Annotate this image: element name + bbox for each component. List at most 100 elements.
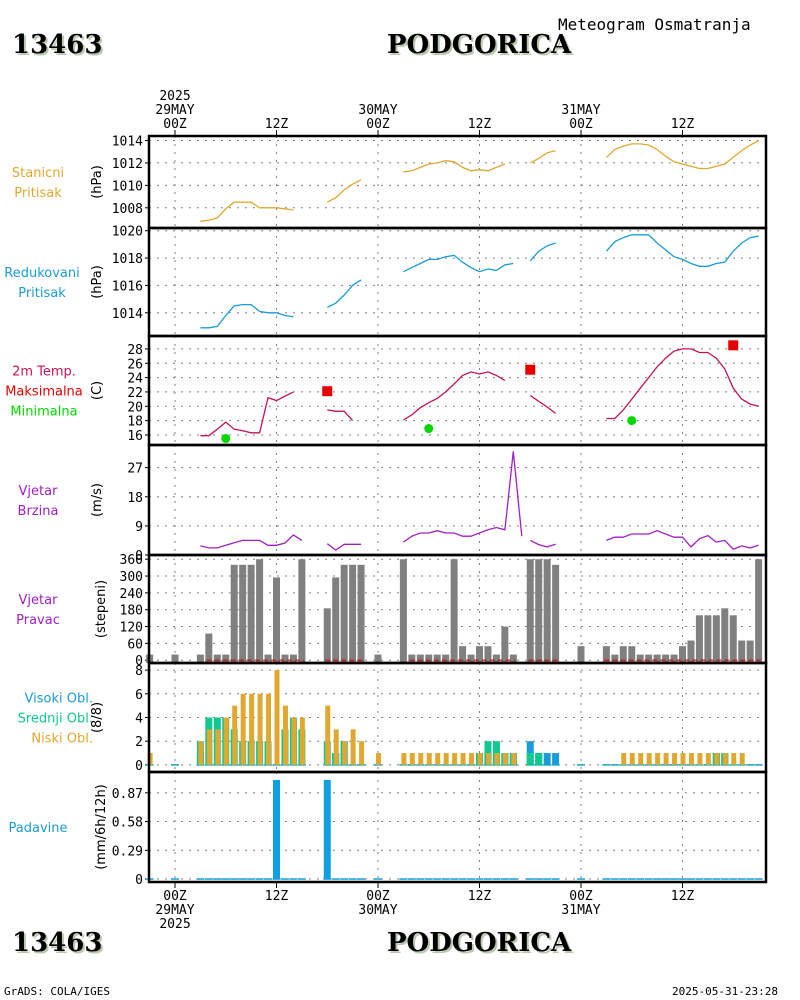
cloud-bar-low	[688, 753, 694, 765]
time-label-bottom: 2025	[159, 917, 190, 932]
precip-bar	[273, 779, 280, 880]
wind-direction-bar	[501, 626, 509, 663]
station-name-bottom: PODGORICA	[387, 928, 572, 958]
wind-direction-bar	[298, 559, 306, 663]
time-label-top: 12Z	[265, 117, 289, 132]
y-axis-label: (8/8)	[90, 702, 105, 733]
cloud-bar-low	[672, 753, 678, 765]
time-label-bottom: 12Z	[671, 889, 695, 904]
y-axis-label: (stepeni)	[94, 580, 109, 638]
wind-direction-bar	[230, 564, 238, 663]
time-label-bottom: 31MAY	[561, 903, 600, 918]
cloud-bar-low	[223, 717, 229, 765]
series-line	[403, 254, 514, 273]
legend-label: Niski Obl.	[31, 732, 93, 747]
series-line	[327, 409, 354, 422]
series-line	[605, 139, 759, 170]
panel-wind-speed: 0 9 18 27 (m/s) Vjetar Brzina	[18, 443, 768, 564]
wind-direction-bar	[729, 615, 737, 663]
min-temp-marker	[424, 424, 434, 434]
cloud-bar-mid	[535, 753, 543, 765]
wind-direction-bar	[222, 654, 230, 663]
y-tick-label: 0	[135, 873, 143, 888]
legend-label: Pritisak	[18, 286, 66, 301]
y-tick-label: 24	[127, 372, 143, 387]
legend-label: 2m Temp.	[12, 365, 76, 380]
cloud-bar-low	[206, 729, 212, 765]
wind-direction-bar	[712, 615, 720, 663]
cloud-bar-high	[543, 753, 551, 765]
cloud-bar-low	[638, 753, 644, 765]
cloud-bar-low	[350, 729, 356, 765]
cloud-bar-low	[376, 753, 381, 765]
wind-direction-bar	[239, 564, 247, 663]
cloud-bar-low	[409, 753, 415, 765]
y-tick-label: 1020	[112, 225, 143, 240]
wind-direction-bar	[476, 646, 483, 663]
wind-direction-bar	[264, 654, 272, 663]
cloud-bar-low	[477, 753, 483, 765]
y-axis-label: (C)	[90, 381, 105, 400]
cloud-bar-low	[257, 693, 263, 765]
cloud-bar-low	[249, 693, 255, 765]
wind-direction-bar	[509, 654, 517, 663]
wind-direction-bar	[636, 654, 644, 663]
time-label-bottom: 00Z	[163, 889, 187, 904]
legend-label: Vjetar	[19, 484, 59, 499]
time-label-bottom: 12Z	[265, 889, 289, 904]
panel-station-pressure: 1008 1010 1012 1014 (hPa) Stanicni Pritisak	[12, 134, 768, 230]
cloud-bar-low	[291, 717, 297, 765]
series-line	[529, 394, 556, 414]
cloud-bar-low	[714, 753, 720, 765]
panel-precipitation: 0 0.29 0.58 0.87(mm/6h/12h) Padavine	[9, 770, 768, 888]
wind-direction-bar	[645, 654, 653, 663]
station-id-top: 13463	[12, 30, 103, 60]
min-temp-marker	[627, 416, 637, 426]
wind-direction-bar	[205, 633, 213, 663]
y-tick-label: 8	[135, 664, 143, 679]
cloud-bar-low	[494, 753, 500, 765]
cloud-bar-low	[266, 693, 272, 765]
max-temp-marker	[525, 364, 536, 375]
wind-direction-bar	[425, 654, 433, 663]
precip-bar	[323, 779, 331, 880]
y-tick-label: 360	[120, 553, 143, 568]
wind-direction-bar	[484, 646, 492, 663]
cloud-bar-low	[359, 741, 365, 765]
y-tick-label: 0	[135, 654, 143, 669]
wind-direction-bar	[281, 654, 289, 663]
render-timestamp: 2025-05-31-23:28	[672, 985, 778, 998]
wind-direction-bar	[416, 654, 424, 663]
wind-direction-bar	[332, 577, 340, 663]
legend-label: Pravac	[16, 613, 60, 628]
wind-direction-bar	[374, 654, 382, 663]
cloud-bar-low	[333, 729, 339, 765]
cloud-bar-low	[697, 753, 703, 765]
panel-frame	[147, 134, 768, 230]
y-tick-label: 2	[135, 735, 143, 750]
wind-direction-bar	[577, 646, 585, 663]
y-axis-label: (hPa)	[90, 265, 105, 299]
wind-direction-bar	[399, 559, 407, 663]
cloud-bar-low	[299, 717, 305, 765]
panel-frame	[147, 443, 768, 557]
series-line	[606, 530, 759, 550]
y-axis-label: (hPa)	[90, 165, 105, 199]
panel-clouds: 0 2 4 6 8 (8/8)Visoki Obl. Srednji Obl. Niski O…	[18, 661, 768, 774]
time-label-top: 00Z	[366, 117, 390, 132]
wind-direction-bar	[349, 564, 357, 663]
y-tick-label: 0.87	[112, 787, 143, 802]
time-label-top: 00Z	[163, 117, 187, 132]
cloud-bar-low	[731, 753, 737, 765]
legend-label: Padavine	[9, 821, 68, 836]
series-line	[529, 149, 556, 164]
y-tick-label: 9	[135, 520, 143, 535]
max-temp-marker	[728, 340, 739, 351]
wind-direction-bar	[679, 646, 686, 663]
y-tick-label: 180	[120, 604, 143, 619]
wind-direction-bar	[721, 608, 729, 663]
cloud-bar-high	[552, 753, 560, 765]
